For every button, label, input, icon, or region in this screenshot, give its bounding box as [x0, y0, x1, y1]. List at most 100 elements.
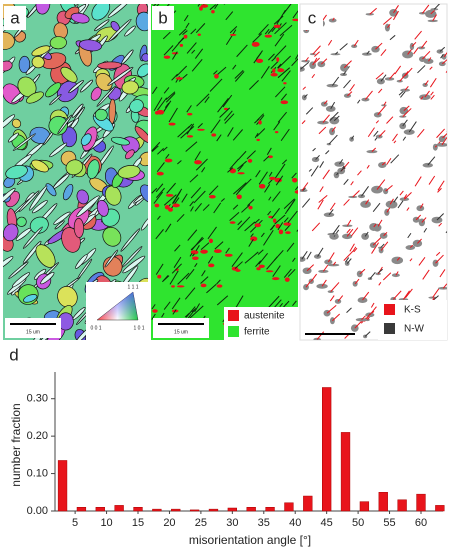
bar [95, 507, 105, 512]
austenite-grain [269, 176, 276, 180]
legend-swatch [384, 323, 395, 334]
ks-boundary [359, 268, 366, 275]
ks-boundary [372, 202, 381, 213]
austenite-grain [255, 58, 264, 63]
grain-blob [339, 73, 348, 77]
ks-boundary [404, 67, 413, 77]
grain-blob [427, 19, 438, 23]
grain [107, 4, 132, 18]
grain-blob [334, 299, 342, 304]
boundary [151, 86, 158, 95]
ks-boundary [428, 57, 432, 62]
boundary [197, 123, 203, 129]
ks-boundary [347, 91, 353, 97]
grain [96, 85, 116, 107]
boundary [190, 237, 204, 251]
ks-boundary [402, 136, 407, 141]
ks-boundary [366, 50, 370, 55]
austenite-grain [211, 9, 215, 14]
grain [75, 254, 88, 269]
austenite-grain [251, 41, 260, 47]
y-tick-label: 0.30 [27, 393, 48, 405]
grain [22, 226, 43, 249]
boundary [193, 190, 206, 204]
grain [124, 25, 136, 37]
austenite-grain [194, 160, 202, 165]
ks-boundary [394, 65, 402, 75]
y-tick-label: 0.10 [27, 467, 48, 479]
boundary [189, 174, 199, 183]
ks-boundary [403, 290, 410, 300]
ks-boundary [343, 178, 349, 186]
grain [135, 11, 148, 32]
ks-boundary [353, 39, 359, 47]
boundary [227, 167, 234, 173]
boundary [253, 50, 263, 64]
ks-boundary [441, 59, 447, 65]
boundary [283, 217, 289, 223]
ks-boundary [414, 30, 422, 40]
boundary [162, 31, 171, 40]
phase-map [151, 4, 298, 340]
boundary [207, 256, 214, 264]
boundary [287, 210, 298, 224]
bar [359, 501, 370, 512]
y-axis-label: number fraction [9, 403, 23, 486]
ks-boundary [383, 101, 387, 106]
grain [29, 185, 48, 211]
boundary [274, 163, 286, 179]
grain [138, 151, 148, 167]
boundary [196, 93, 210, 107]
austenite-grain [272, 277, 280, 281]
boundary [283, 268, 292, 278]
bar [246, 507, 256, 512]
boundary [172, 309, 177, 315]
ks-boundary [350, 181, 354, 186]
ks-boundary [392, 290, 402, 300]
boundary [190, 28, 197, 35]
boundary [163, 194, 177, 206]
boundary [209, 78, 223, 92]
ks-boundary [328, 209, 334, 216]
grain [31, 200, 48, 214]
boundary [287, 268, 296, 277]
bar [416, 493, 426, 512]
grain [45, 183, 57, 197]
boundary [237, 220, 243, 226]
ks-boundary [430, 94, 435, 100]
ks-boundary [372, 236, 383, 246]
ks-boundary [422, 4, 430, 14]
boundary [217, 66, 227, 75]
austenite-grain [216, 284, 223, 288]
ks-boundary [349, 243, 355, 252]
boundary [171, 37, 184, 52]
ks-boundary [418, 256, 426, 266]
grain [97, 61, 122, 70]
ks-boundary [321, 279, 327, 287]
ks-boundary [424, 90, 430, 98]
austenite-grain [171, 285, 175, 288]
grain-blob [300, 188, 308, 193]
austenite-grain [267, 155, 273, 159]
boundary [155, 263, 164, 275]
boundary [183, 14, 189, 22]
boundary [223, 4, 226, 5]
grain [35, 4, 51, 15]
grain-blob [437, 286, 447, 290]
boundary [232, 129, 243, 141]
boundary [161, 312, 165, 318]
ks-boundary [327, 39, 333, 46]
austenite-grain [190, 250, 198, 254]
boundary [237, 160, 247, 170]
boundary [217, 98, 229, 113]
grain [77, 258, 93, 280]
legend-label: 0 0 1 [90, 325, 101, 331]
ks-boundary [330, 282, 340, 292]
ks-boundary [399, 190, 404, 196]
boundary [250, 233, 254, 238]
grain [12, 133, 36, 152]
boundary [165, 91, 176, 100]
austenite-grain [268, 215, 273, 219]
ks-boundary [429, 66, 433, 70]
panel-label: d [9, 345, 18, 364]
